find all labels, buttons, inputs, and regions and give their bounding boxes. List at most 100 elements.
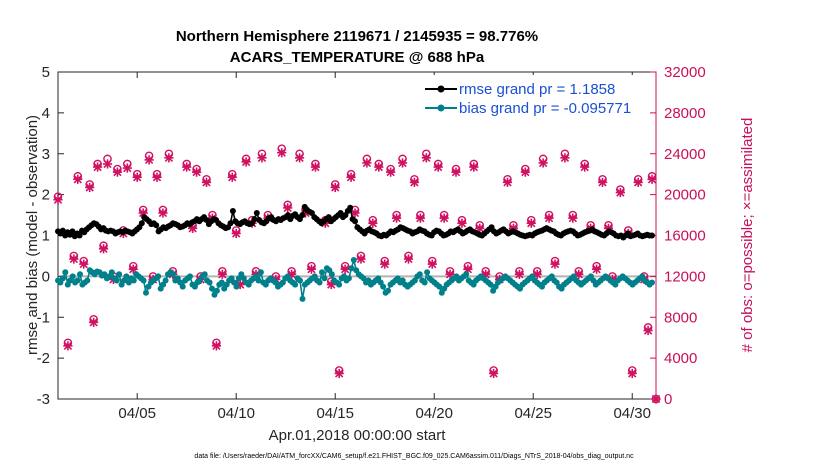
x-axis: 04/05 04/10 04/15 04/20 04/25 04/30 <box>118 72 651 422</box>
obs-assimilated-marker <box>392 213 402 223</box>
rmse-point <box>347 204 354 211</box>
y-tick-label-right: 8000 <box>664 309 697 326</box>
obs-assimilated-marker <box>362 158 372 168</box>
y-tick-label-left: -2 <box>37 350 50 367</box>
obs-assimilated-marker <box>231 228 241 239</box>
bias-point <box>77 271 83 278</box>
bias-point <box>292 281 299 288</box>
legend-marker-bias <box>437 104 445 112</box>
obs-assimilated-marker <box>550 259 560 269</box>
obs-assimilated-marker <box>368 218 378 228</box>
obs-assimilated-marker <box>469 162 479 172</box>
rmse-point <box>59 227 66 234</box>
bias-point <box>348 265 355 272</box>
x-tick-label: 04/05 <box>118 405 156 422</box>
obs-assimilated-marker <box>374 162 384 172</box>
obs-assimilated-marker <box>102 159 113 169</box>
obs-assimilated-marker <box>568 213 578 223</box>
obs-assimilated-marker <box>380 259 390 269</box>
obs-assimilated-marker <box>457 218 467 228</box>
obs-assimilated-marker <box>346 172 356 182</box>
plot-area <box>57 71 657 400</box>
obs-assimilated-marker <box>283 203 293 213</box>
chart-title-line1: Northern Hemisphere 2119671 / 2145935 = … <box>176 28 538 45</box>
obs-assimilated-marker <box>591 264 602 274</box>
bias-point <box>350 257 357 263</box>
bias-point <box>321 275 328 282</box>
bias-point <box>436 283 443 290</box>
bias-point <box>69 273 76 280</box>
obs-assimilated-marker <box>326 279 336 290</box>
bias-point <box>385 287 391 294</box>
bias-point <box>143 289 149 296</box>
obs-assimilated-marker <box>356 254 366 264</box>
bias-point <box>187 273 193 280</box>
bias-point <box>130 277 137 284</box>
obs-assimilated-marker <box>182 162 192 172</box>
right-axis: 32000 28000 24000 20000 16000 12000 8000 4000 0 <box>650 64 706 408</box>
obs-assimilated-marker <box>386 167 396 177</box>
bias-point <box>649 279 655 286</box>
obs-assimilated-marker <box>627 368 637 379</box>
obs-assimilated-marker <box>615 187 625 198</box>
obs-assimilated-marker <box>421 153 431 163</box>
obs-assimilated-marker <box>520 167 530 177</box>
obs-assimilated-marker <box>538 158 548 168</box>
bias-point <box>424 269 431 276</box>
obs-assimilated-marker <box>63 341 73 351</box>
obs-assimilated-marker <box>164 153 174 163</box>
bias-point <box>319 269 325 276</box>
y-tick-label-right: 32000 <box>664 64 706 81</box>
bias-point <box>328 271 335 278</box>
obs-assimilated-marker <box>79 259 89 269</box>
y-tick-label-right: 4000 <box>664 350 697 367</box>
obs-assimilated-marker <box>192 167 202 177</box>
chart-title-line2: ACARS_TEMPERATURE @ 688 hPa <box>230 49 485 66</box>
bias-point <box>201 271 208 278</box>
obs-assimilated-marker <box>277 148 287 158</box>
obs-assimilated-marker <box>211 341 222 351</box>
obs-assimilated-marker <box>489 368 499 379</box>
y-tick-label-left: 0 <box>42 268 50 285</box>
obs-assimilated-marker <box>98 244 109 254</box>
bias-point <box>116 271 123 278</box>
bias-point <box>257 269 264 276</box>
bias-point <box>74 277 81 284</box>
x-tick-label: 04/15 <box>316 405 354 422</box>
bias-point <box>218 279 225 286</box>
obs-assimilated-marker <box>651 394 661 404</box>
obs-assimilated-marker <box>560 153 570 163</box>
obs-assimilated-marker <box>310 162 321 172</box>
obs-assimilated-marker <box>112 167 123 177</box>
obs-assimilated-marker <box>158 208 168 218</box>
bias-point <box>155 273 162 280</box>
rmse-point <box>253 210 260 216</box>
bias-point <box>255 277 262 284</box>
left-axis: 5 4 3 2 1 0 -1 -2 -3 <box>37 64 64 408</box>
y-tick-label-right: 20000 <box>664 187 706 204</box>
bias-point <box>297 277 303 284</box>
obs-assimilated-marker <box>633 177 643 187</box>
bias-point <box>179 283 186 290</box>
obs-assimilated-marker <box>122 163 132 173</box>
bias-point <box>345 275 352 282</box>
obs-assimilated-marker <box>544 213 554 223</box>
obs-assimilated-marker <box>69 254 79 264</box>
y-tick-label-left: 1 <box>42 228 50 245</box>
data-file-footnote: data file: /Users/raeder/DAI/ATM_forcXX/… <box>194 453 634 460</box>
y-tick-label-right: 28000 <box>664 105 706 122</box>
obs-assimilated-marker <box>397 158 408 168</box>
obs-assimilated-marker <box>340 264 350 274</box>
bias-point <box>487 281 494 288</box>
bias-point <box>108 269 115 276</box>
bias-point <box>336 281 343 288</box>
y-tick-label-left: 3 <box>42 146 50 163</box>
y-tick-label-left: 4 <box>42 105 50 122</box>
bias-point <box>162 277 169 284</box>
obs-assimilated-marker <box>433 162 443 172</box>
obs-assimilated-marker <box>306 264 317 274</box>
bias-point <box>463 271 470 278</box>
bias-point <box>209 285 215 292</box>
